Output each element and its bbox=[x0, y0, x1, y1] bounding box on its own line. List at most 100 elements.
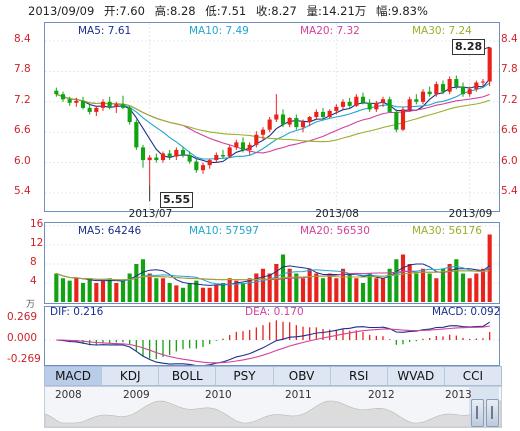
price-candle bbox=[480, 81, 486, 83]
price-candle bbox=[414, 99, 419, 102]
price-candle bbox=[260, 129, 266, 135]
navigator-left-handle[interactable] bbox=[471, 399, 484, 427]
volume-bar bbox=[80, 283, 86, 302]
volume-unit-label: 万 bbox=[26, 300, 36, 310]
price-right-tick-label: 7.8 bbox=[501, 63, 518, 76]
tab-rsi[interactable]: RSI bbox=[331, 367, 388, 385]
macd-dif-label: DIF: 0.216 bbox=[50, 306, 104, 318]
volume-bar bbox=[380, 278, 386, 302]
macd-tick-label: 0.269 bbox=[7, 311, 38, 324]
price-left-tick-label: 7.2 bbox=[14, 93, 31, 106]
tab-macd[interactable]: MACD bbox=[45, 367, 103, 385]
price-candle bbox=[294, 118, 299, 128]
price-date-tick-label: 2013/09 bbox=[448, 208, 493, 220]
price-ma20-line bbox=[56, 93, 490, 154]
price-candle bbox=[374, 102, 379, 110]
volume-bar bbox=[154, 278, 159, 302]
price-left-tick-label: 6.0 bbox=[14, 154, 31, 167]
volume-bar bbox=[214, 285, 219, 302]
volume-bar bbox=[67, 280, 72, 302]
price-right-tick-label: 8.4 bbox=[501, 33, 518, 45]
volume-tick-label: 8 bbox=[30, 256, 37, 268]
volume-bar bbox=[174, 285, 179, 302]
price-candle bbox=[107, 101, 112, 107]
price-right-tick-label: 6.0 bbox=[501, 154, 518, 167]
high-price-callout: 8.28 bbox=[452, 39, 486, 55]
tab-cci[interactable]: CCI bbox=[462, 369, 484, 383]
macd-tick-label: -0.269 bbox=[7, 352, 41, 365]
volume-bar bbox=[367, 273, 372, 302]
volume-bar bbox=[247, 278, 252, 302]
quote-volume: 量:14.21万 bbox=[306, 4, 367, 18]
price-candle bbox=[454, 79, 459, 87]
tab-kdj[interactable]: KDJ bbox=[102, 367, 160, 385]
price-left-tick-label: 5.4 bbox=[14, 185, 31, 197]
price-left-tick-label: 6.6 bbox=[14, 124, 31, 137]
navigator-year-label: 2008 bbox=[55, 389, 82, 401]
low-price-callout: 5.55 bbox=[160, 192, 194, 208]
volume-tick-label: 12 bbox=[30, 237, 44, 249]
volume-bar bbox=[207, 287, 212, 302]
price-candle bbox=[287, 118, 292, 125]
macd-dea-line bbox=[56, 325, 490, 364]
volume-bar bbox=[240, 283, 246, 302]
volume-bar bbox=[334, 278, 339, 302]
price-date-tick-label: 2013/07 bbox=[128, 208, 173, 220]
volume-bar bbox=[387, 268, 392, 302]
price-ma5-label: MA5: 7.61 bbox=[78, 25, 132, 37]
price-candle bbox=[200, 165, 206, 171]
price-candle bbox=[220, 155, 226, 157]
price-candle bbox=[87, 107, 92, 112]
volume-ma5-label: MA5: 64246 bbox=[78, 225, 142, 237]
price-candle bbox=[340, 101, 346, 107]
price-candle bbox=[460, 86, 466, 95]
volume-bar bbox=[474, 273, 479, 302]
volume-bar bbox=[307, 268, 312, 302]
price-candle bbox=[354, 96, 359, 106]
price-panel bbox=[44, 22, 500, 212]
macd-dea-label: DEA: 0.170 bbox=[245, 306, 304, 318]
volume-ma10-label: MA10: 57597 bbox=[189, 225, 259, 237]
quote-change: 幅:9.83% bbox=[375, 4, 428, 18]
volume-bar bbox=[374, 278, 379, 302]
price-candle bbox=[254, 134, 259, 145]
volume-bar bbox=[394, 259, 399, 302]
macd-value-label: MACD: 0.092 bbox=[432, 306, 501, 318]
price-candle bbox=[360, 96, 366, 103]
price-candle bbox=[120, 104, 126, 108]
volume-chart bbox=[45, 225, 499, 302]
price-candle bbox=[60, 94, 66, 100]
time-navigator[interactable]: 2008 2009 2010 2011 2012 2013 bbox=[44, 386, 502, 428]
price-candle bbox=[114, 104, 119, 107]
volume-bar bbox=[227, 278, 232, 302]
volume-bar bbox=[487, 234, 492, 302]
price-candle bbox=[80, 100, 86, 108]
price-candle bbox=[474, 82, 479, 90]
volume-bar bbox=[420, 268, 426, 302]
price-candle bbox=[74, 100, 79, 103]
volume-bar bbox=[194, 280, 199, 302]
volume-bar bbox=[147, 273, 152, 302]
navigator-year-label: 2009 bbox=[123, 389, 150, 401]
volume-bar bbox=[87, 278, 92, 302]
navigator-overview-chart bbox=[45, 387, 501, 427]
volume-bar bbox=[360, 283, 366, 302]
price-candle bbox=[320, 111, 326, 117]
price-candle bbox=[400, 109, 406, 130]
price-candle bbox=[174, 149, 179, 157]
navigator-year-label: 2012 bbox=[368, 389, 395, 401]
navigator-right-handle[interactable] bbox=[486, 399, 499, 427]
macd-chart bbox=[45, 320, 499, 365]
tab-psy[interactable]: PSY bbox=[216, 367, 274, 385]
volume-bar bbox=[440, 268, 446, 302]
tab-obv[interactable]: OBV bbox=[274, 367, 331, 385]
tab-wvad[interactable]: WVAD bbox=[388, 367, 445, 385]
price-right-tick-label: 5.4 bbox=[501, 185, 518, 197]
volume-bar bbox=[114, 283, 119, 302]
volume-bar bbox=[407, 264, 412, 302]
price-ma30-line bbox=[56, 93, 490, 143]
quote-high: 高:8.28 bbox=[154, 4, 196, 18]
price-candle bbox=[100, 101, 106, 108]
tab-boll[interactable]: BOLL bbox=[159, 367, 217, 385]
volume-bar bbox=[187, 283, 192, 302]
